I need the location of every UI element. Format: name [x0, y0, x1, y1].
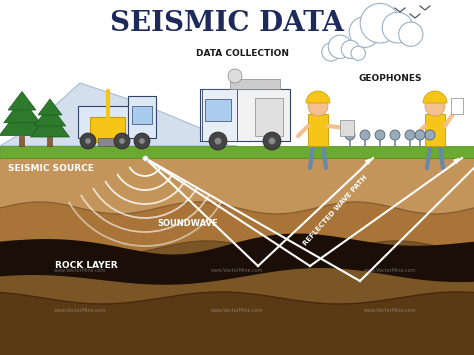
- Circle shape: [209, 132, 227, 150]
- Text: SEISMIC SOURCE: SEISMIC SOURCE: [8, 164, 94, 173]
- Circle shape: [375, 130, 385, 140]
- Circle shape: [415, 130, 425, 140]
- Polygon shape: [0, 234, 474, 285]
- Wedge shape: [423, 91, 447, 103]
- Circle shape: [360, 130, 370, 140]
- Bar: [0, 158, 474, 208]
- Wedge shape: [306, 91, 330, 103]
- Bar: [128, 96, 156, 138]
- Bar: [78, 106, 143, 138]
- Polygon shape: [30, 111, 70, 137]
- Circle shape: [349, 17, 380, 48]
- Circle shape: [328, 35, 352, 59]
- Circle shape: [345, 130, 355, 140]
- Bar: [0, 248, 474, 298]
- Circle shape: [382, 12, 413, 43]
- Bar: [202, 89, 237, 141]
- Circle shape: [425, 130, 435, 140]
- Polygon shape: [4, 98, 40, 123]
- Text: www.VectorMine.com: www.VectorMine.com: [211, 307, 263, 312]
- Text: www.VectorMine.com: www.VectorMine.com: [364, 307, 416, 312]
- Circle shape: [341, 40, 359, 59]
- Circle shape: [263, 132, 281, 150]
- Circle shape: [360, 4, 400, 43]
- Circle shape: [119, 138, 125, 144]
- Bar: [132, 106, 152, 124]
- Polygon shape: [8, 92, 36, 110]
- Text: SOUNDWAVE: SOUNDWAVE: [158, 218, 219, 228]
- Bar: [0, 298, 474, 355]
- Bar: [0, 0, 474, 146]
- Bar: [0, 208, 474, 248]
- Bar: [205, 99, 231, 121]
- Circle shape: [308, 96, 328, 116]
- Text: www.VectorMine.com: www.VectorMine.com: [364, 268, 416, 273]
- Bar: [230, 79, 280, 89]
- Circle shape: [399, 22, 423, 46]
- Polygon shape: [34, 105, 66, 126]
- Text: www.VectorMine.com: www.VectorMine.com: [211, 268, 263, 273]
- Circle shape: [322, 43, 340, 61]
- Circle shape: [390, 130, 400, 140]
- Circle shape: [80, 133, 96, 149]
- Bar: [0, 146, 474, 158]
- Bar: [308, 114, 328, 146]
- Bar: [340, 120, 354, 136]
- Circle shape: [268, 137, 275, 144]
- Text: www.VectorMine.com: www.VectorMine.com: [54, 268, 106, 273]
- Bar: [255, 98, 283, 136]
- Bar: [19, 136, 25, 146]
- Bar: [90, 117, 125, 142]
- Bar: [451, 98, 463, 114]
- Text: SEISMIC DATA: SEISMIC DATA: [110, 10, 344, 37]
- Polygon shape: [0, 105, 45, 136]
- Circle shape: [85, 138, 91, 144]
- Circle shape: [215, 137, 221, 144]
- Text: ROCK LAYER: ROCK LAYER: [55, 262, 118, 271]
- Bar: [200, 89, 290, 141]
- Text: GEOPHONES: GEOPHONES: [358, 74, 422, 83]
- Circle shape: [425, 96, 445, 116]
- Polygon shape: [0, 83, 237, 146]
- Circle shape: [351, 46, 365, 60]
- Bar: [425, 114, 445, 146]
- Circle shape: [114, 133, 130, 149]
- Circle shape: [405, 130, 415, 140]
- Circle shape: [134, 133, 150, 149]
- Bar: [98, 138, 118, 146]
- Bar: [47, 137, 53, 146]
- Text: REFLECTED WAVE PATH: REFLECTED WAVE PATH: [302, 174, 368, 246]
- Polygon shape: [38, 99, 62, 115]
- Text: DATA COLLECTION: DATA COLLECTION: [197, 49, 290, 58]
- Text: www.VectorMine.com: www.VectorMine.com: [54, 307, 106, 312]
- Circle shape: [228, 69, 242, 83]
- Circle shape: [139, 138, 145, 144]
